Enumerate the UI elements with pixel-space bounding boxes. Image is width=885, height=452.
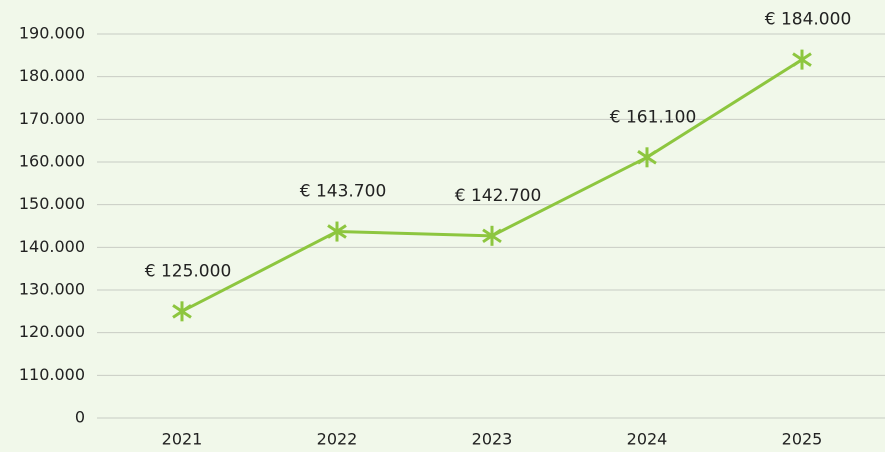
marker-stroke	[327, 224, 347, 239]
marker-stroke	[172, 304, 192, 319]
marker	[792, 49, 812, 70]
y-tick-label: 110.000	[19, 365, 85, 384]
marker-stroke	[637, 150, 657, 165]
x-tick-label: 2023	[472, 430, 513, 449]
y-tick-label: 150.000	[19, 194, 85, 213]
data-label: € 142.700	[455, 186, 542, 206]
data-label: € 161.100	[610, 107, 697, 127]
data-label: € 184.000	[765, 10, 852, 30]
x-tick-label: 2024	[627, 430, 668, 449]
x-tick-label: 2025	[782, 430, 823, 449]
x-tick-label: 2021	[162, 430, 203, 449]
y-tick-label: 130.000	[19, 280, 85, 299]
y-tick-label: 170.000	[19, 109, 85, 128]
y-tick-label: 160.000	[19, 152, 85, 171]
x-tick-label: 2022	[317, 430, 358, 449]
y-tick-label: 140.000	[19, 237, 85, 256]
y-tick-label: 190.000	[19, 24, 85, 43]
marker-stroke	[792, 52, 812, 67]
marker	[327, 221, 347, 242]
marker	[637, 147, 657, 168]
marker	[172, 301, 192, 322]
y-tick-label: 180.000	[19, 66, 85, 85]
data-label: € 143.700	[300, 182, 387, 202]
y-tick-label: 120.000	[19, 322, 85, 341]
data-label: € 125.000	[145, 261, 232, 281]
y-tick-label: 0	[75, 408, 85, 427]
marker	[482, 225, 502, 246]
marker-stroke	[482, 228, 502, 244]
